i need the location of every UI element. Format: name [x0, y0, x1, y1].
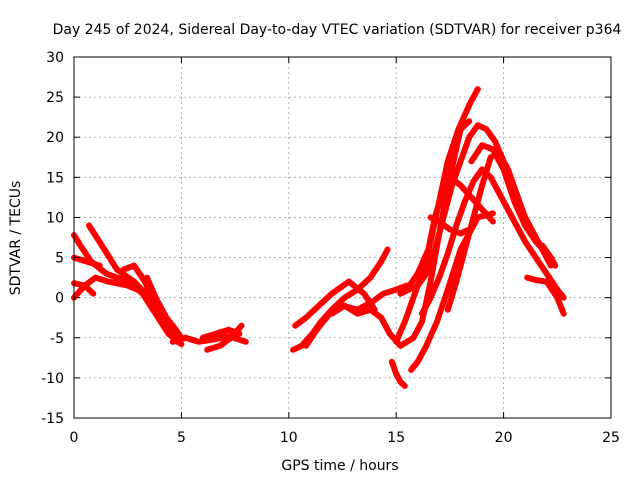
x-tick-label: 10 — [280, 430, 298, 446]
x-axis-label: GPS time / hours — [281, 458, 398, 474]
series-track-05 — [71, 280, 97, 297]
series-track-06 — [120, 262, 181, 345]
x-tick-label: 15 — [387, 430, 405, 446]
series-track-12 — [292, 278, 378, 329]
y-tick-label: 0 — [55, 291, 64, 307]
x-tick-label: 25 — [602, 430, 620, 446]
series-track-24 — [446, 174, 496, 225]
axis-ticks: 0 5 10 15 20 25 -15 -10 -5 0 5 10 15 20 25 30 — [41, 50, 620, 446]
series-track-03 — [71, 254, 103, 269]
y-tick-label: 5 — [55, 251, 64, 267]
series-track-07 — [144, 274, 178, 333]
series-track-14 — [328, 302, 385, 321]
series-track-13 — [303, 282, 410, 349]
y-tick-label: 15 — [46, 170, 64, 186]
series-track-26 — [524, 274, 567, 317]
chart-title: Day 245 of 2024, Sidereal Day-to-day VTE… — [53, 22, 622, 38]
series-track-27 — [539, 242, 559, 269]
y-axis-label: SDTVAR / TECUs — [8, 181, 24, 296]
y-tick-label: 10 — [46, 210, 64, 226]
y-tick-label: 30 — [46, 50, 64, 66]
y-tick-label: 25 — [46, 90, 64, 106]
x-tick-label: 5 — [177, 430, 186, 446]
series-track-21 — [419, 166, 567, 317]
x-tick-label: 20 — [495, 430, 513, 446]
series-track-16 — [388, 358, 408, 389]
series-track-22 — [427, 214, 473, 237]
plot-frame — [73, 56, 612, 419]
data-series — [71, 86, 567, 389]
series-track-10 — [199, 326, 243, 341]
y-tick-label: -15 — [41, 411, 64, 427]
series-track-25 — [468, 142, 550, 257]
series-track-18 — [403, 186, 447, 293]
grid-lines — [74, 57, 611, 418]
y-tick-label: -10 — [41, 371, 64, 387]
x-tick-label: 0 — [70, 430, 79, 446]
y-tick-label: -5 — [50, 331, 64, 347]
y-tick-label: 20 — [46, 130, 64, 146]
